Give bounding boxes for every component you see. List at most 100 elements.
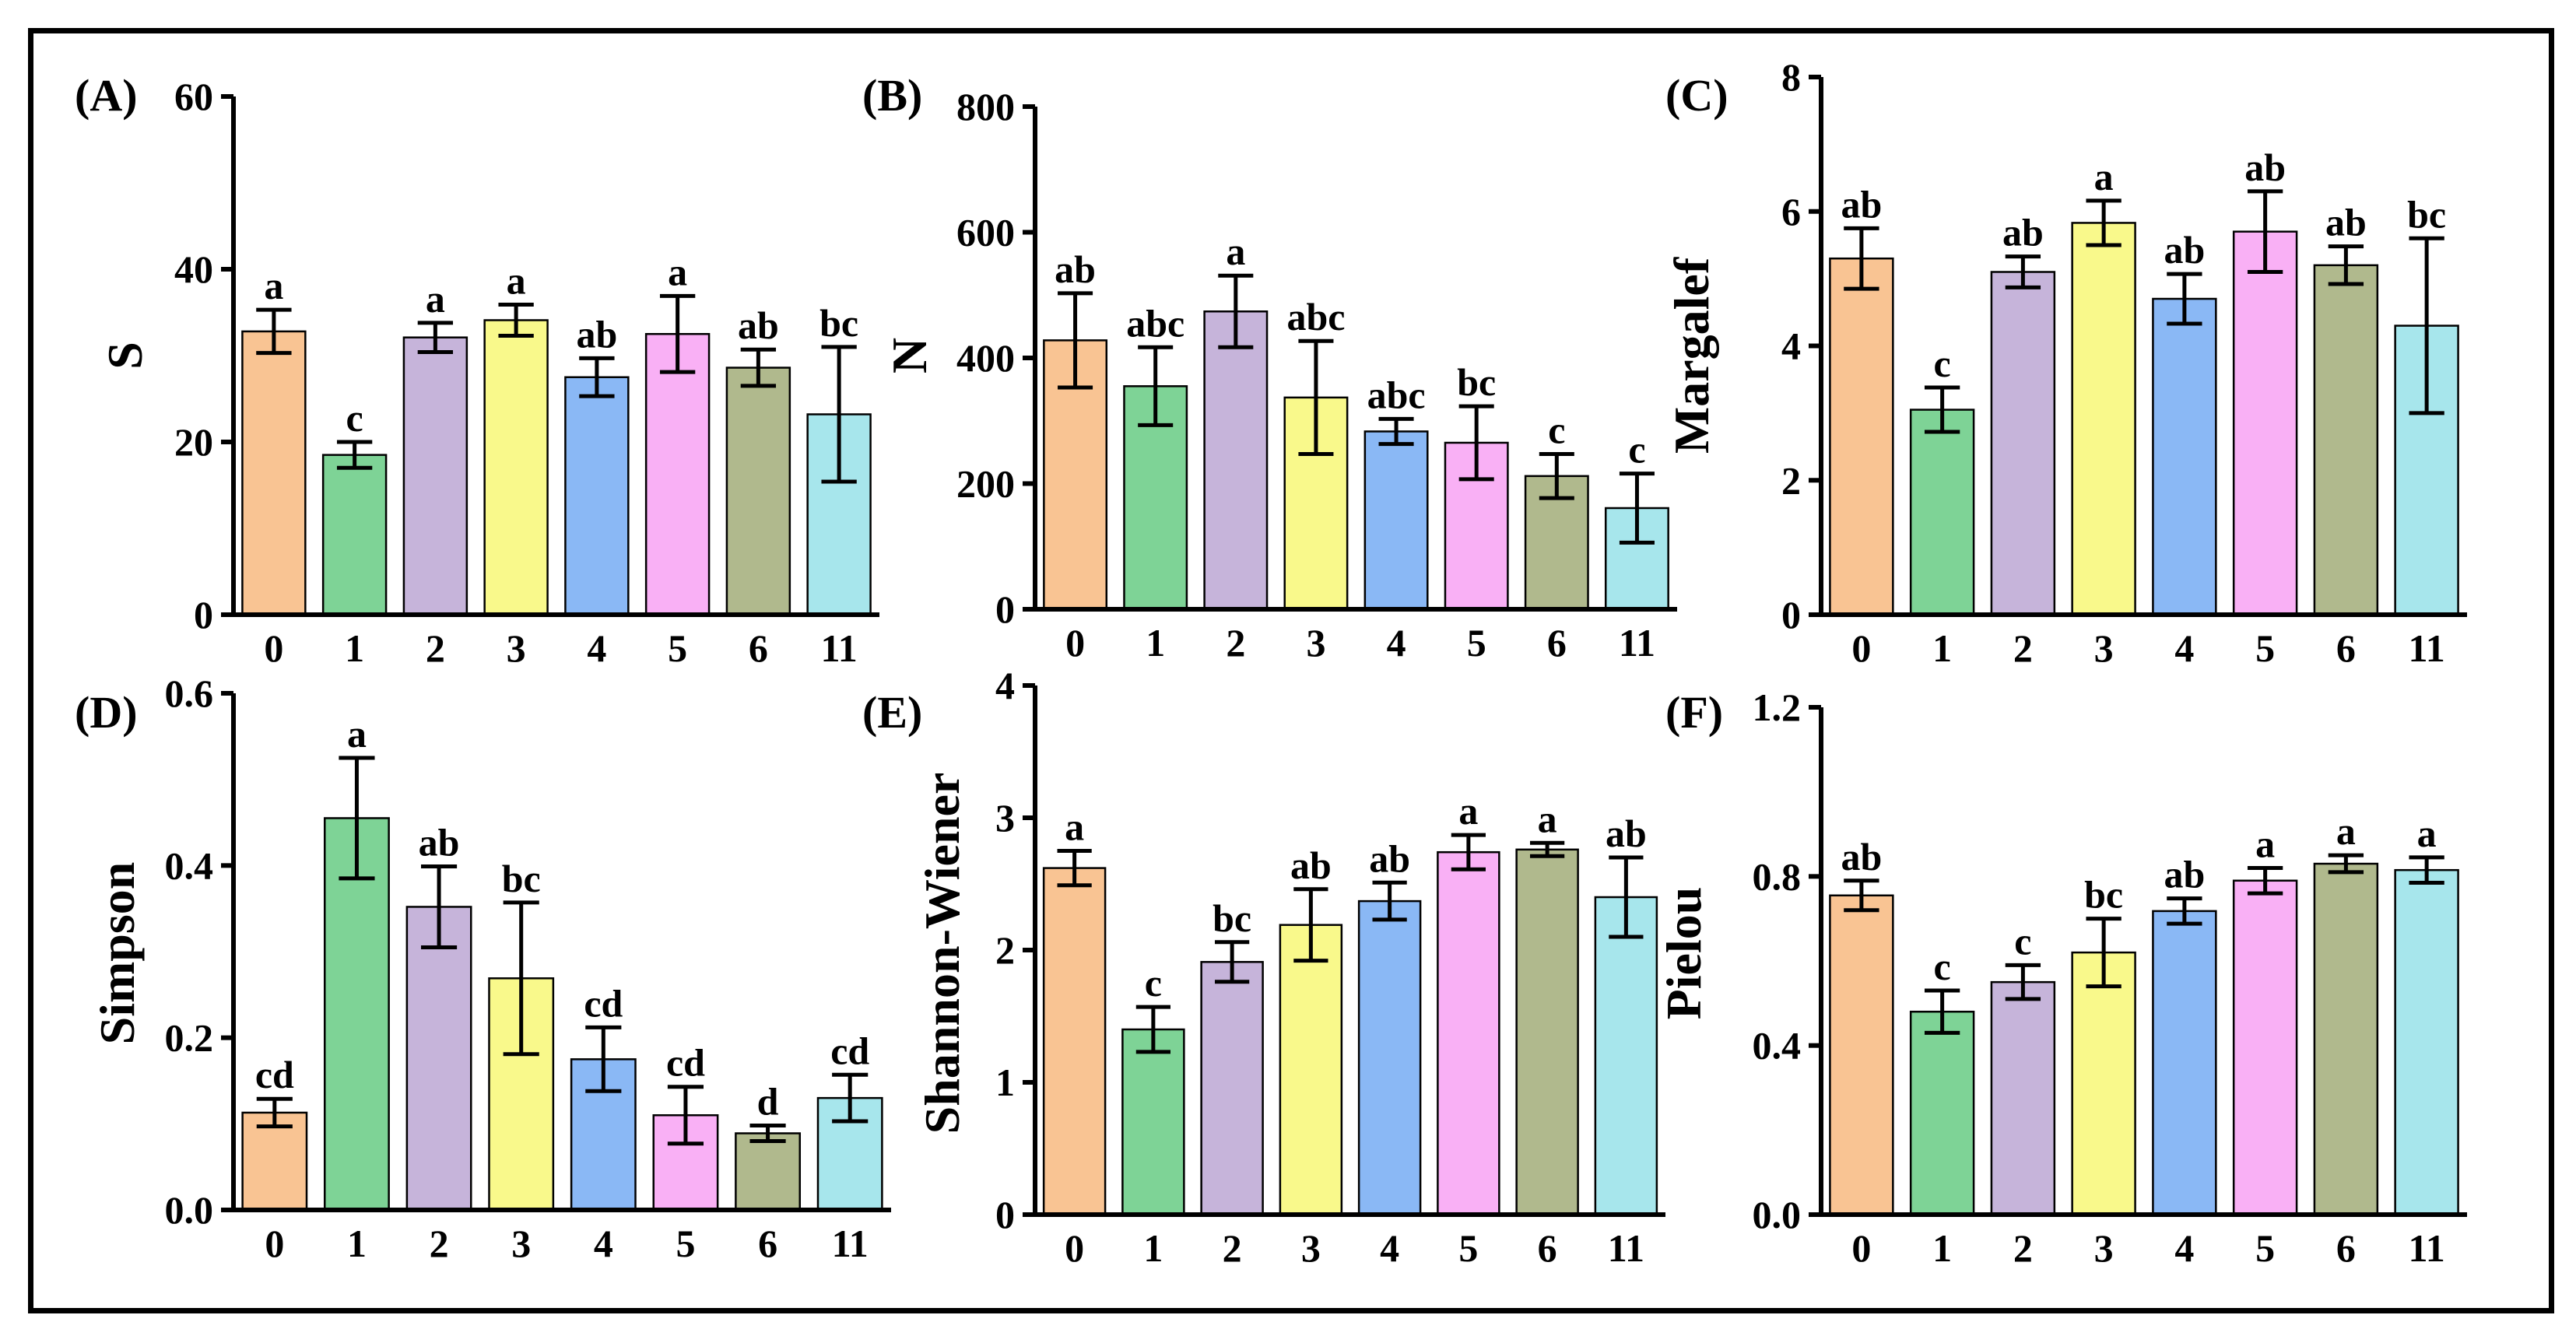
x-tick-label: 5 — [1458, 1226, 1478, 1270]
significance-letter: c — [1628, 428, 1645, 472]
error-bar-2 — [1215, 940, 1250, 984]
bar-1 — [321, 454, 388, 616]
x-tick-label: 2 — [430, 1222, 449, 1265]
bar-0 — [1042, 867, 1107, 1216]
error-bar-1 — [1924, 385, 1960, 434]
x-tick-label: 6 — [1538, 1226, 1557, 1270]
bar-3 — [1279, 924, 1343, 1216]
y-axis-title: Margalef — [1664, 257, 1719, 454]
significance-letter: ab — [576, 312, 617, 356]
y-tick-label: 0 — [995, 587, 1015, 631]
significance-letter: a — [2094, 155, 2114, 198]
y-tick-label: 0.2 — [165, 1016, 214, 1060]
x-tick-label: 11 — [821, 626, 858, 670]
x-tick-label: 6 — [1547, 621, 1567, 664]
x-tick-label: 5 — [2255, 626, 2275, 670]
panel-label: (B) — [862, 70, 922, 121]
error-bar-4 — [2167, 272, 2202, 326]
error-bar-3 — [2086, 917, 2122, 989]
bar-5 — [2232, 230, 2298, 616]
bar-5 — [1437, 850, 1500, 1216]
bar-0 — [1829, 894, 1894, 1216]
x-tick-label: 0 — [264, 626, 283, 670]
bar-4 — [1363, 430, 1429, 611]
x-tick-label: 1 — [345, 626, 364, 670]
error-bar-4 — [1372, 880, 1407, 922]
significance-letter: a — [426, 277, 445, 321]
y-axis-title: S — [97, 342, 153, 370]
chart-panel-c: ab 0 c 1 ab 2 a 3 ab 4 ab 5 ab 6 bc 11 0 2 4 6 8 (C) Margalef — [1664, 55, 2467, 670]
error-bar-1 — [339, 756, 375, 881]
y-tick-label: 2 — [995, 928, 1015, 972]
error-bar-5 — [2247, 865, 2283, 896]
significance-letter: abc — [1286, 295, 1345, 338]
significance-letter: bc — [1213, 896, 1251, 940]
x-tick-label: 6 — [758, 1222, 777, 1265]
bar-3 — [2071, 222, 2136, 616]
significance-letter: ab — [738, 303, 779, 347]
y-tick-label: 200 — [956, 462, 1015, 506]
x-tick-label: 4 — [1387, 621, 1406, 664]
error-bar-2 — [417, 321, 454, 355]
chart-panel-d: cd 0 a 1 ab 2 bc 3 cd 4 cd 5 d 6 cd 11 0.0 0.2 0.4 0.6 (D) Si… — [75, 672, 891, 1265]
error-bar-4 — [579, 356, 615, 398]
significance-letter: ab — [419, 820, 460, 864]
y-tick-label: 2 — [1781, 458, 1801, 502]
bar-6 — [735, 1132, 802, 1212]
error-bar-1 — [1924, 988, 1960, 1035]
x-tick-label: 6 — [749, 626, 768, 670]
bar-4 — [1357, 899, 1422, 1216]
panel-label: (A) — [75, 70, 138, 121]
significance-letter: cd — [255, 1053, 294, 1096]
bar-3 — [2071, 951, 2136, 1216]
x-tick-label: 3 — [507, 626, 526, 670]
significance-letter: a — [2417, 812, 2437, 855]
x-tick-label: 6 — [2336, 1226, 2356, 1270]
bar-2 — [1203, 310, 1269, 611]
error-bar-3 — [1298, 338, 1334, 457]
significance-letter: c — [346, 396, 363, 440]
bar-3 — [483, 319, 549, 616]
y-tick-label: 400 — [956, 336, 1015, 380]
y-tick-label: 0.0 — [165, 1188, 214, 1232]
x-tick-label: 11 — [1608, 1226, 1644, 1270]
significance-letter: ab — [1841, 835, 1882, 878]
error-bar-6 — [2328, 853, 2364, 875]
x-tick-label: 2 — [426, 626, 445, 670]
error-bar-5 — [667, 1085, 704, 1146]
error-bar-11 — [2409, 855, 2444, 885]
y-tick-label: 4 — [1781, 324, 1801, 368]
x-tick-label: 11 — [2409, 626, 2445, 670]
error-bar-3 — [498, 303, 534, 338]
significance-letter: ab — [1606, 812, 1647, 855]
error-bar-11 — [832, 1072, 869, 1124]
panel-label: (E) — [862, 687, 922, 738]
y-tick-label: 1 — [995, 1061, 1015, 1104]
bar-1 — [1121, 1028, 1185, 1216]
x-tick-label: 6 — [2336, 626, 2356, 670]
x-tick-label: 0 — [1065, 621, 1085, 664]
y-tick-label: 0.0 — [1753, 1193, 1802, 1236]
bar-1 — [323, 817, 390, 1212]
y-tick-label: 0.4 — [1753, 1024, 1802, 1068]
x-tick-label: 5 — [2255, 1226, 2275, 1270]
y-tick-label: 20 — [174, 420, 213, 464]
significance-letter: a — [2336, 809, 2356, 853]
significance-letter: bc — [819, 301, 858, 345]
significance-letter: ab — [2325, 201, 2367, 244]
y-tick-label: 0.6 — [165, 672, 214, 715]
x-tick-label: 4 — [594, 1222, 613, 1265]
significance-letter: c — [1934, 945, 1951, 988]
error-bar-4 — [585, 1025, 622, 1093]
bar-0 — [241, 1111, 308, 1212]
error-bar-1 — [1138, 345, 1174, 427]
x-tick-label: 2 — [1226, 621, 1245, 664]
error-bar-2 — [2005, 963, 2041, 1001]
x-tick-label: 1 — [1932, 626, 1952, 670]
panel-label: (F) — [1665, 687, 1723, 738]
significance-letter: a — [1065, 805, 1084, 849]
chart-panel-f: ab 0 c 1 c 2 bc 3 ab 4 a 5 a 6 a 11 0.0 0.4 0.8 1.2 (F) Pielo… — [1656, 686, 2467, 1270]
error-bar-1 — [1135, 1005, 1170, 1054]
x-tick-label: 1 — [1146, 621, 1165, 664]
